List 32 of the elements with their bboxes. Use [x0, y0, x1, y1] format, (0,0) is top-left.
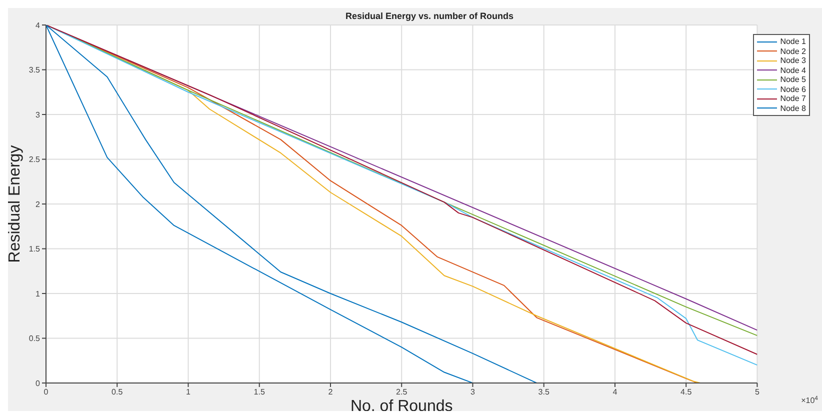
x-tick-label: 1: [186, 388, 192, 397]
y-tick-label: 3: [36, 110, 41, 120]
legend-label: Node 3: [780, 56, 806, 66]
y-tick-label: 1: [36, 289, 41, 298]
chart-title: Residual Energy vs. number of Rounds: [345, 11, 514, 21]
legend-label: Node 5: [780, 75, 806, 84]
y-tick-label: 0.5: [28, 334, 41, 344]
legend-label: Node 6: [780, 84, 806, 94]
x-tick-label: 2: [328, 388, 334, 397]
legend-label: Node 7: [780, 94, 806, 104]
x-axis-title: No. of Rounds: [350, 398, 453, 415]
x-tick-label: 2.5: [396, 388, 408, 397]
y-tick-label: 2.5: [28, 155, 41, 164]
legend-label: Node 4: [780, 66, 806, 75]
legend-label: Node 8: [780, 104, 806, 113]
x-tick-label: 1.5: [254, 388, 266, 397]
legend-label: Node 2: [780, 46, 806, 56]
y-tick-label: 0: [36, 378, 41, 388]
y-tick-label: 4: [36, 20, 41, 30]
x-tick-label: 3: [470, 388, 476, 397]
y-tick-label: 2: [36, 200, 41, 209]
x-tick-label: 5: [754, 388, 760, 397]
y-axis-title: Residual Energy: [6, 145, 24, 263]
legend-label: Node 1: [780, 37, 806, 46]
x-tick-label: 4: [612, 388, 618, 397]
y-tick-label: 1.5: [28, 244, 41, 254]
x-tick-label: 3.5: [538, 388, 550, 397]
x-tick-label: 4.5: [680, 388, 692, 397]
x-tick-label: 0: [44, 388, 49, 397]
y-tick-label: 3.5: [28, 66, 41, 75]
x-tick-label: 0.5: [112, 388, 124, 397]
text: ×10$^{4}$: [801, 395, 819, 405]
